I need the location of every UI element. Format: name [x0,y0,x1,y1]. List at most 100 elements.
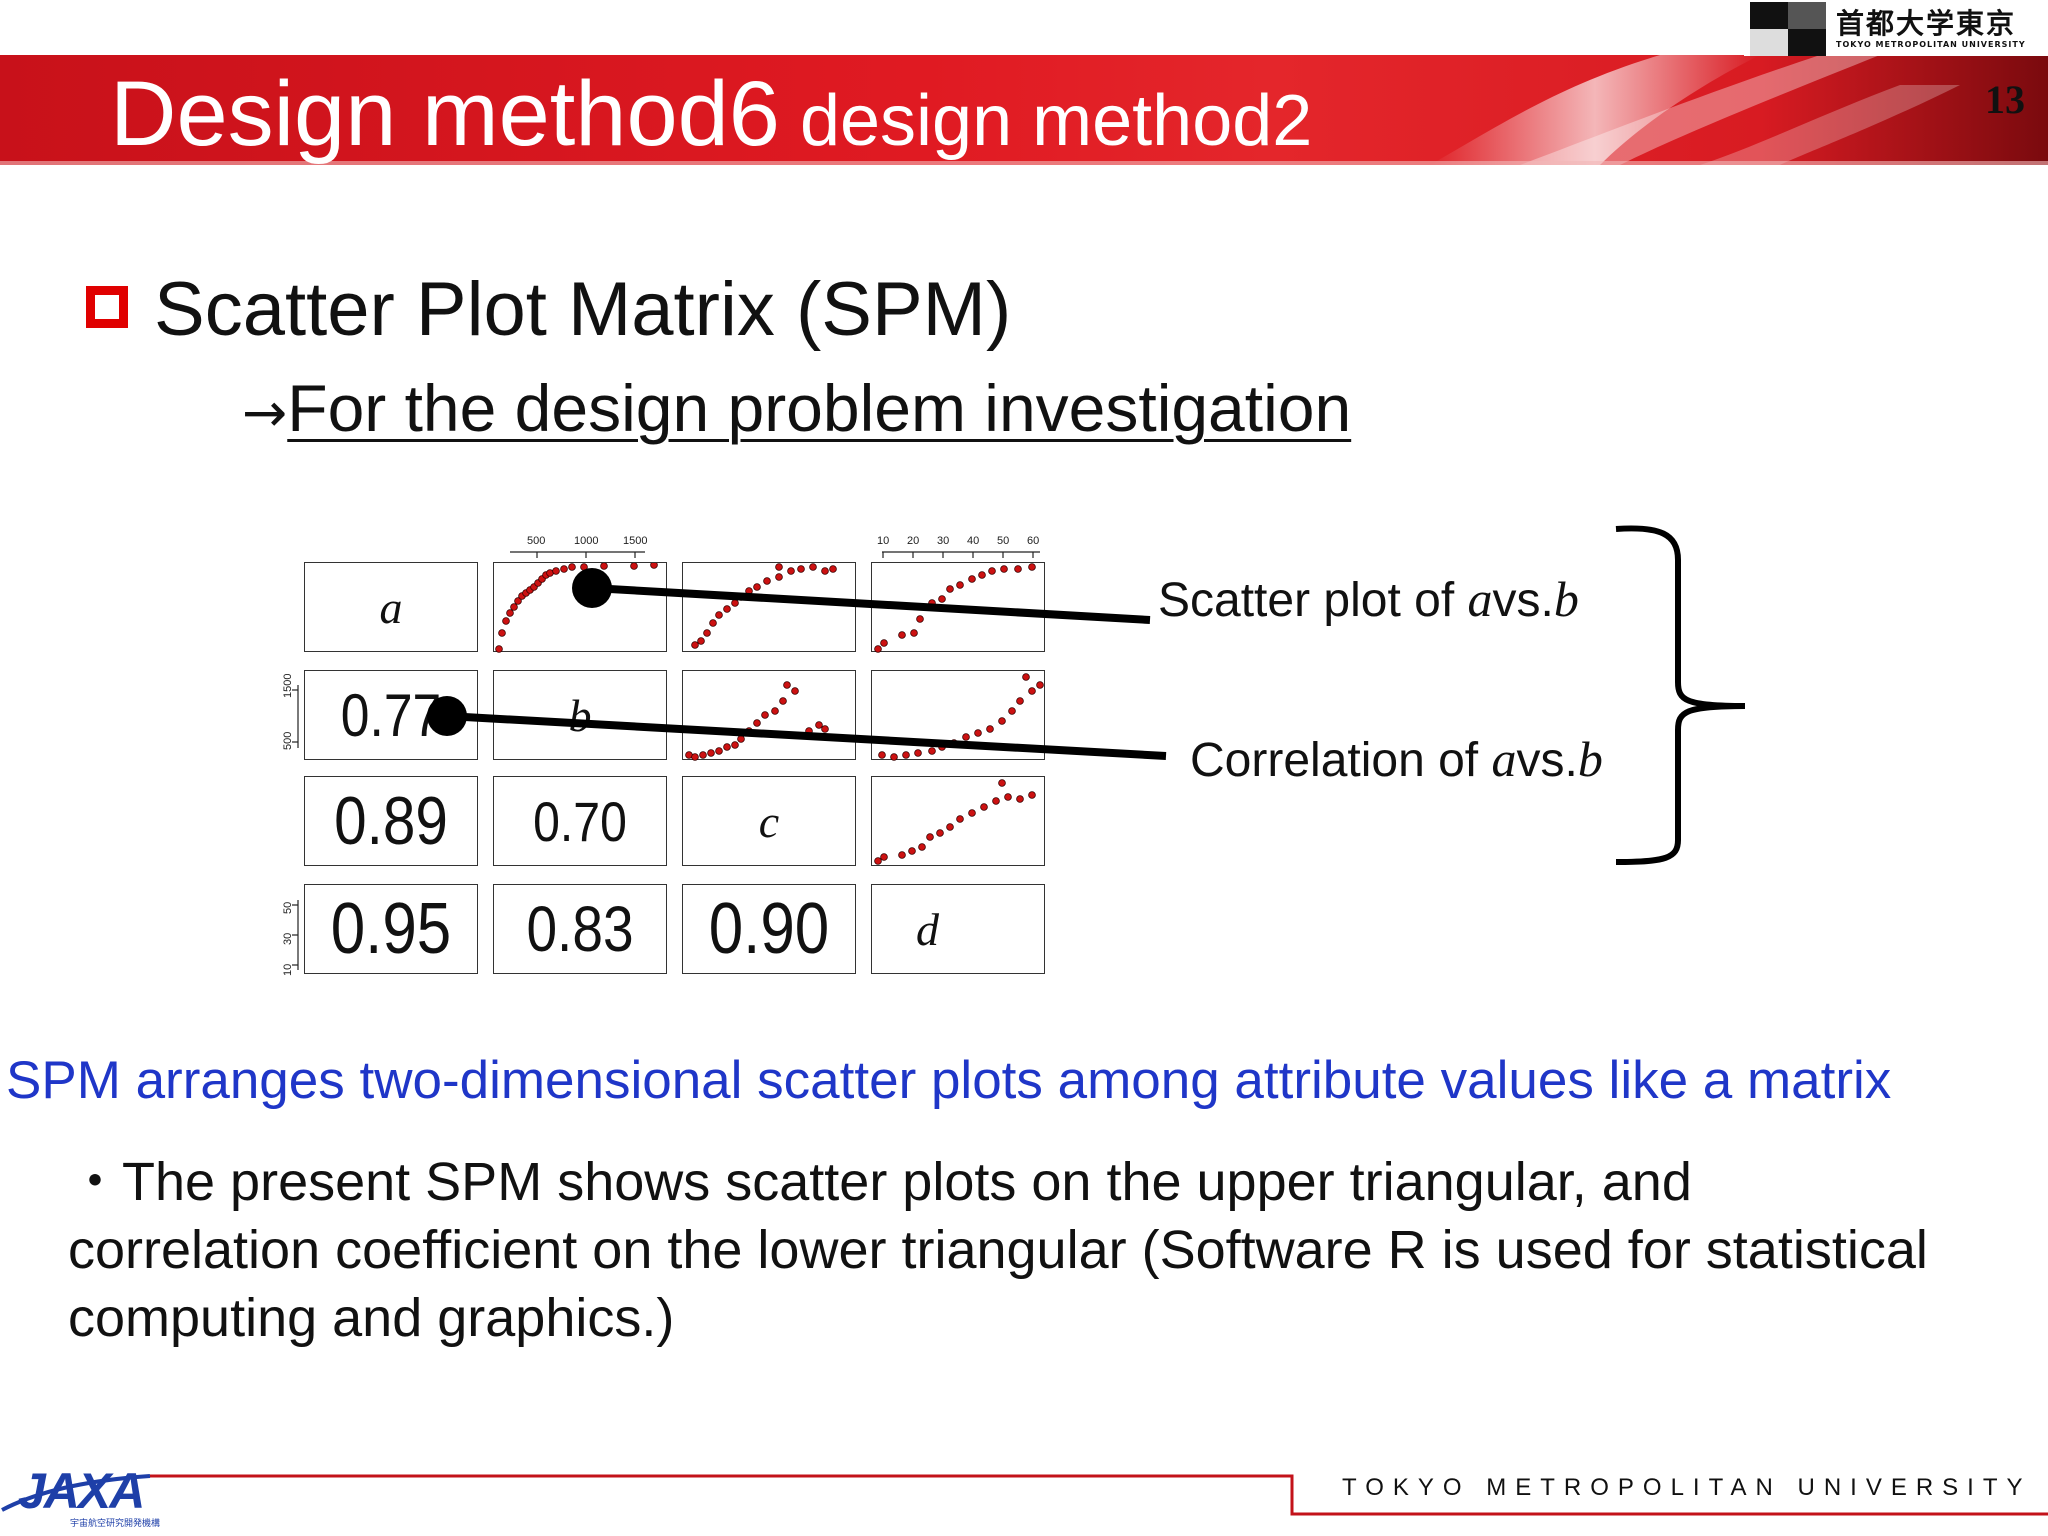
scatter-point [510,603,518,611]
scatter-point [699,751,707,759]
spm-plot-a-b [493,561,667,653]
scatter-a-b [495,561,658,653]
axis-tick: 10 [282,963,294,976]
vs-text: vs. [1492,574,1554,627]
spm-corr-d-c: 0.90 [682,884,856,974]
scatter-point [890,753,898,761]
scatter-point [737,735,745,743]
spm-corr-d-a: 0.95 [304,884,478,974]
corr-value: 0.83 [526,893,634,965]
scatter-point [797,565,805,573]
scatter-point [815,721,823,729]
scatter-point [1016,795,1024,803]
spm-var-c: c [758,795,780,847]
spm-corr-d-b: 0.83 [493,884,667,974]
scatter-point [956,815,964,823]
scatter-point [650,561,658,569]
summary-text: SPM arranges two-dimensional scatter plo… [6,1051,1892,1110]
spm-var-d: d [916,903,939,955]
axis-tick: 20 [907,535,920,547]
tmu-logo: 首都大学東京 TOKYO METROPOLITAN UNIVERSITY [1744,0,2048,56]
axis-tick: 500 [282,731,294,750]
scatter-point [1036,681,1044,689]
scatter-point [928,599,936,607]
scatter-point [779,697,787,705]
axis-tick: 50 [997,535,1010,547]
spm-cell-d: d [871,884,1045,974]
scatter-point [783,681,791,689]
scatter-point [568,563,576,571]
spm-cell-c: c [682,776,856,866]
scatter-point [771,707,779,715]
axis-tick: 1500 [623,535,648,547]
axis-tick: 60 [1027,535,1040,547]
axis-tick: 30 [282,932,294,945]
callout-corr-prefix: Correlation of [1190,734,1492,787]
spm-cell-a: a [304,562,478,652]
scatter-point [936,829,944,837]
axis-tick: 1500 [282,673,294,698]
spm-corr-c-b: 0.70 [493,776,667,866]
scatter-point [992,797,1000,805]
scatter-point [753,583,761,591]
spm-plot-c-d [871,776,1045,866]
scatter-point [731,599,739,607]
axis-tick: 30 [937,535,950,547]
scatter-c-d [874,779,1036,865]
scatter-point [600,562,608,570]
spm-corr-c-a: 0.89 [304,776,478,866]
scatter-point [723,743,731,751]
spm-var-a: a [379,581,403,633]
body-line-1: ・The present SPM shows scatter plots on … [68,1152,1692,1212]
axis-tick: 50 [282,901,294,914]
scatter-point [829,565,837,573]
scatter-point [1014,565,1022,573]
scatter-point [880,639,888,647]
spm-plot-a-d [871,562,1045,653]
tmu-jp-name: 首都大学東京 [1836,7,2017,40]
scatter-point [731,741,739,749]
var-a: a [1491,731,1517,787]
spm-cell-b: b [493,670,667,760]
scatter-point [1000,565,1008,573]
scatter-point [580,563,588,571]
scatter-point [703,629,711,637]
footer-university: TOKYO METROPOLITAN UNIVERSITY [1342,1474,2032,1501]
header-band [0,55,2048,165]
scatter-point [560,565,568,573]
scatter-point [988,567,996,575]
var-b: b [1553,571,1579,627]
spm-var-b: b [568,689,592,741]
scatter-point [908,847,916,855]
scatter-point [878,751,886,759]
tmu-en-name: TOKYO METROPOLITAN UNIVERSITY [1836,40,2026,49]
scatter-point [914,749,922,757]
scatter-point [514,597,522,605]
scatter-point [715,611,723,619]
axis-tick: 40 [967,535,980,547]
scatter-point [1022,673,1030,681]
callout-corr-label: Correlation of avs.b [1190,730,1603,788]
scatter-point [745,727,753,735]
scatter-point [821,567,829,575]
scatter-point [691,753,699,761]
scatter-point [998,717,1006,725]
scatter-point [978,571,986,579]
scatter-point [737,593,745,601]
scatter-point [787,567,795,575]
axis-tick: 10 [877,535,890,547]
jaxa-logo-subtext: 宇宙航空研究開発機構 [70,1518,161,1528]
slide-number: 13 [1985,77,2025,122]
scatter-b-c [685,681,829,761]
scatter-point [745,587,753,595]
scatter-point [753,719,761,727]
scatter-point [495,645,503,653]
scatter-point [763,577,771,585]
axis-tick: 500 [527,535,546,547]
section-heading: Scatter Plot Matrix (SPM) [154,267,1012,352]
scatter-point [962,733,970,741]
right-brace-icon [1615,525,1746,865]
spm-plot-b-c [682,670,856,761]
scatter-point [956,581,964,589]
corr-value: 0.90 [708,889,830,969]
